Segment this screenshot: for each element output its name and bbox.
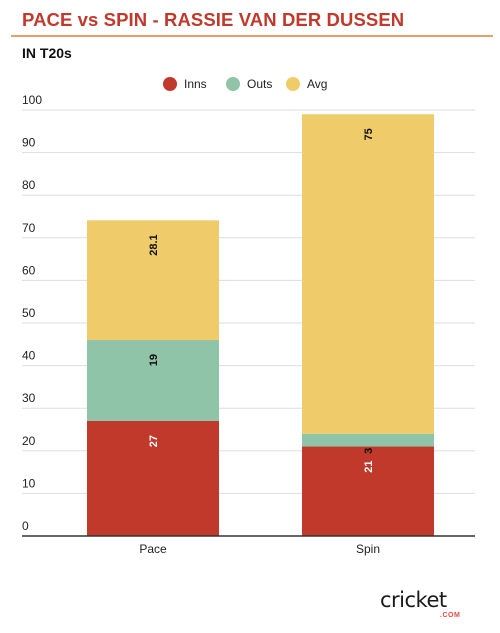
y-tick-label: 0 [22,519,29,533]
logo-wordmark: cricket [380,588,447,612]
y-tick-label: 80 [22,178,36,192]
chart-subtitle: IN T20s [22,45,72,61]
data-label: 3 [363,448,375,454]
legend-swatch-inns [163,77,177,91]
chart-legend: Inns Outs Avg [163,77,327,91]
logo-suffix: .COM [440,612,461,619]
legend-swatch-outs [226,77,240,91]
data-label: 19 [148,354,160,366]
y-tick-label: 90 [22,136,36,150]
bar-spin-inns [302,446,434,536]
x-axis: Pace Spin [22,535,475,556]
data-label: 27 [148,435,160,447]
bar-pace-outs [87,340,219,421]
y-tick-label: 50 [22,306,36,320]
bars: 27 19 28.1 21 3 75 [87,114,434,536]
cricket-com-logo: cricket .COM [380,588,480,620]
y-tick-label: 40 [22,349,36,363]
y-tick-label: 100 [22,93,42,107]
chart-title: PACE vs SPIN - RASSIE VAN DER DUSSEN [22,9,405,30]
data-label: 75 [363,128,375,140]
y-tick-label: 30 [22,391,36,405]
bar-spin-avg [302,114,434,434]
y-axis: 0 10 20 30 40 50 60 70 80 90 100 [22,93,42,533]
bar-pace-inns [87,420,219,536]
legend-swatch-avg [286,77,300,91]
legend-label: Avg [307,77,327,91]
title-divider [11,35,493,37]
legend-label: Inns [184,77,207,91]
bar-spin-outs [302,433,434,447]
y-tick-label: 20 [22,434,36,448]
y-tick-label: 60 [22,263,36,277]
x-tick-label: Spin [356,542,380,556]
legend-label: Outs [247,77,272,91]
data-label: 21 [363,461,375,473]
y-tick-label: 70 [22,221,36,235]
bar-pace-avg [87,220,219,341]
x-tick-label: Pace [139,542,167,556]
data-label: 28.1 [148,234,160,255]
y-tick-label: 10 [22,476,36,490]
